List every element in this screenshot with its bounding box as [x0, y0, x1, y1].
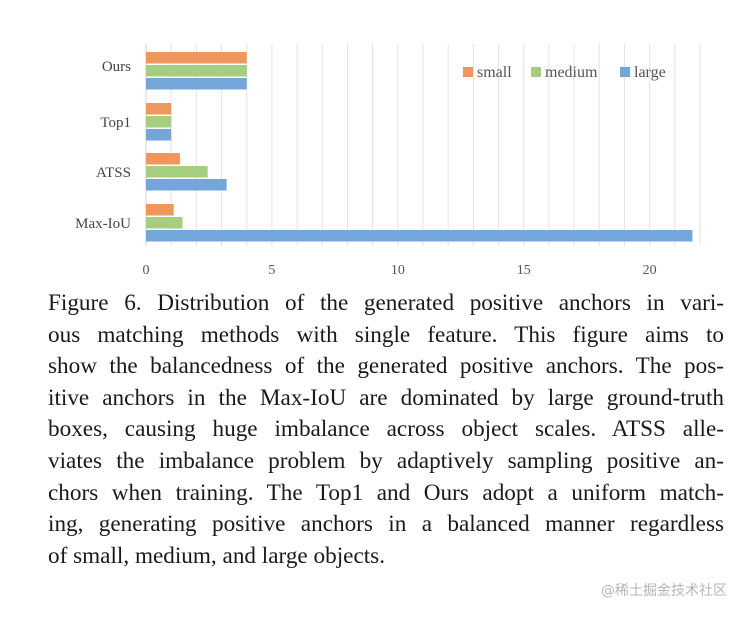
caption-line: of small, medium, and large objects.: [48, 542, 385, 569]
caption-line: Figure 6. Distribution of the generated …: [48, 290, 724, 316]
bar-large: [146, 230, 693, 242]
caption-line: boxes, causing huge imbalance across obj…: [48, 416, 724, 443]
bar-medium: [146, 116, 172, 128]
caption-line: chors when training. The Top1 and Ours a…: [48, 479, 724, 506]
caption-line: show the balancedness of the generated p…: [48, 353, 724, 380]
legend-swatch-small: [463, 67, 473, 77]
figure-caption: Figure 6. Distribution of the generated …: [48, 288, 724, 572]
x-tick-label: 10: [391, 263, 405, 278]
bar-large: [146, 129, 172, 141]
legend-swatch-large: [620, 67, 630, 77]
bar-medium: [146, 217, 183, 229]
bar-small: [146, 103, 172, 115]
category-label: ATSS: [96, 165, 131, 181]
bar-small: [146, 204, 174, 216]
bar-small: [146, 153, 180, 165]
caption-line: ous matching methods with single feature…: [48, 321, 724, 348]
caption-line: itive anchors in the Max-IoU are dominat…: [48, 384, 724, 411]
bar-chart: 0 5 10 15 20 Ours Top1 ATSS Max-IoU small medium la…: [0, 0, 747, 285]
category-label: Ours: [102, 59, 131, 75]
bar-large: [146, 78, 247, 90]
x-tick-label: 20: [643, 263, 657, 278]
bar-medium: [146, 166, 208, 178]
category-label: Max-IoU: [75, 216, 131, 232]
bar-small: [146, 52, 247, 64]
legend-label: medium: [545, 64, 598, 81]
caption-line: viates the imbalance problem by adaptive…: [48, 447, 724, 474]
caption-line: ing, generating positive anchors in a ba…: [48, 511, 724, 538]
watermark: @稀土掘金技术社区: [601, 583, 727, 599]
bar-large: [146, 179, 227, 191]
x-tick-label: 15: [517, 263, 531, 278]
legend-label: small: [477, 64, 512, 81]
chart-canvas: 0 5 10 15 20 Ours Top1 ATSS Max-IoU small medium la…: [75, 44, 701, 278]
category-label: Top1: [100, 115, 131, 131]
x-tick-label: 0: [143, 263, 150, 278]
legend-label: large: [634, 64, 666, 81]
x-tick-label: 5: [268, 263, 275, 278]
legend-swatch-medium: [531, 67, 541, 77]
bar-medium: [146, 65, 247, 77]
